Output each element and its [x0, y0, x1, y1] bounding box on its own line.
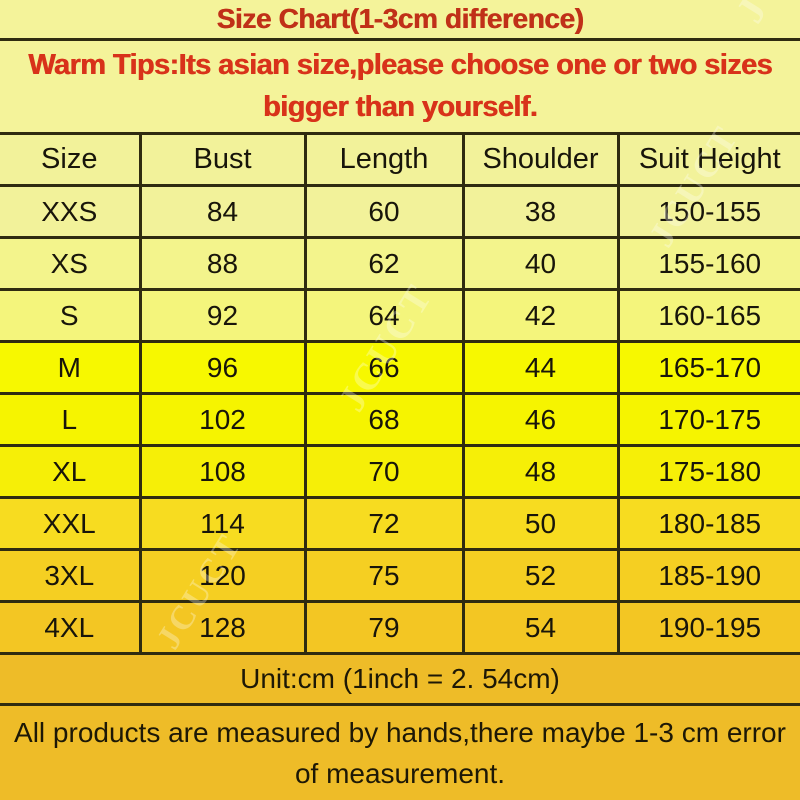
page-title: Size Chart(1-3cm difference)	[216, 3, 584, 35]
table-row: XXL 114 72 50 180-185	[0, 497, 800, 551]
table-row: 4XL 128 79 54 190-195	[0, 601, 800, 655]
cell-suit-height: 185-190	[618, 549, 800, 603]
cell-length: 68	[305, 393, 465, 447]
column-header-length: Length	[305, 135, 465, 187]
cell-shoulder: 38	[463, 185, 620, 239]
cell-size: L	[0, 393, 142, 447]
cell-length: 70	[305, 445, 465, 499]
table-row: XXS 84 60 38 150-155	[0, 185, 800, 239]
cell-suit-height: 175-180	[618, 445, 800, 499]
cell-shoulder: 46	[463, 393, 620, 447]
column-header-size: Size	[0, 135, 142, 187]
cell-bust: 120	[140, 549, 307, 603]
chart-title-row: Size Chart(1-3cm difference)	[0, 0, 800, 41]
cell-suit-height: 155-160	[618, 237, 800, 291]
warm-tips-row: Warm Tips:Its asian size,please choose o…	[0, 41, 800, 135]
cell-size: XXS	[0, 185, 142, 239]
cell-shoulder: 54	[463, 601, 620, 655]
measurement-note-text: All products are measured by hands,there…	[14, 716, 786, 789]
cell-bust: 96	[140, 341, 307, 395]
measurement-note-row: All products are measured by hands,there…	[0, 706, 800, 800]
table-row: S 92 64 42 160-165	[0, 289, 800, 343]
cell-size: XXL	[0, 497, 142, 551]
cell-shoulder: 44	[463, 341, 620, 395]
cell-length: 72	[305, 497, 465, 551]
cell-suit-height: 165-170	[618, 341, 800, 395]
cell-size: 4XL	[0, 601, 142, 655]
cell-size: XL	[0, 445, 142, 499]
cell-shoulder: 40	[463, 237, 620, 291]
cell-bust: 88	[140, 237, 307, 291]
column-header-bust: Bust	[140, 135, 307, 187]
cell-length: 66	[305, 341, 465, 395]
cell-shoulder: 50	[463, 497, 620, 551]
cell-length: 62	[305, 237, 465, 291]
table-row: M 96 66 44 165-170	[0, 341, 800, 395]
cell-suit-height: 160-165	[618, 289, 800, 343]
cell-bust: 108	[140, 445, 307, 499]
cell-bust: 102	[140, 393, 307, 447]
cell-length: 79	[305, 601, 465, 655]
table-row: 3XL 120 75 52 185-190	[0, 549, 800, 603]
cell-bust: 92	[140, 289, 307, 343]
cell-length: 64	[305, 289, 465, 343]
cell-suit-height: 150-155	[618, 185, 800, 239]
cell-size: S	[0, 289, 142, 343]
cell-shoulder: 48	[463, 445, 620, 499]
cell-shoulder: 42	[463, 289, 620, 343]
cell-length: 60	[305, 185, 465, 239]
cell-shoulder: 52	[463, 549, 620, 603]
column-header-suit-height: Suit Height	[618, 135, 800, 187]
table-row: XS 88 62 40 155-160	[0, 237, 800, 291]
cell-bust: 114	[140, 497, 307, 551]
cell-suit-height: 180-185	[618, 497, 800, 551]
unit-note-text: Unit:cm (1inch = 2. 54cm)	[240, 663, 560, 695]
cell-suit-height: 170-175	[618, 393, 800, 447]
cell-size: XS	[0, 237, 142, 291]
column-header-shoulder: Shoulder	[463, 135, 620, 187]
size-measurement-table: Size Bust Length Shoulder Suit Height XX…	[0, 135, 800, 655]
cell-bust: 84	[140, 185, 307, 239]
table-row: L 102 68 46 170-175	[0, 393, 800, 447]
table-row: XL 108 70 48 175-180	[0, 445, 800, 499]
cell-size: 3XL	[0, 549, 142, 603]
unit-note-row: Unit:cm (1inch = 2. 54cm)	[0, 655, 800, 706]
table-header-row: Size Bust Length Shoulder Suit Height	[0, 135, 800, 187]
warm-tips-text: Warm Tips:Its asian size,please choose o…	[28, 48, 772, 123]
cell-size: M	[0, 341, 142, 395]
cell-bust: 128	[140, 601, 307, 655]
cell-length: 75	[305, 549, 465, 603]
cell-suit-height: 190-195	[618, 601, 800, 655]
